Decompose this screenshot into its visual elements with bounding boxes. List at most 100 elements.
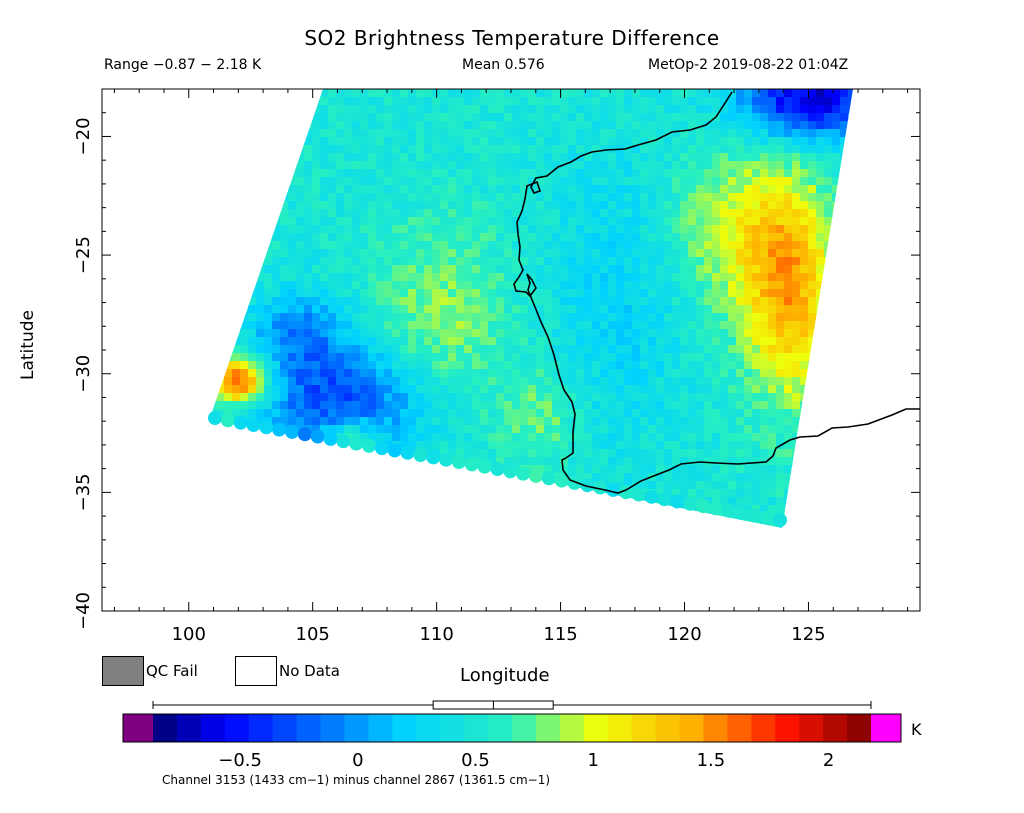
swath-pixel: [536, 289, 545, 298]
swath-pixel: [632, 113, 641, 122]
swath-pixel: [504, 209, 513, 218]
swath-pixel: [416, 249, 425, 258]
swath-pixel: [224, 289, 233, 298]
swath-pixel: [496, 345, 505, 354]
swath-pixel: [272, 377, 281, 386]
swath-pixel: [560, 329, 569, 338]
swath-pixel: [656, 521, 665, 528]
swath-pixel: [544, 185, 553, 194]
swath-pixel: [248, 433, 257, 442]
swath-pixel: [656, 97, 665, 106]
swath-pixel: [648, 265, 657, 274]
swath-pixel: [464, 361, 473, 370]
swath-pixel: [320, 121, 329, 130]
swath-pixel: [600, 457, 609, 466]
swath-pixel: [776, 89, 785, 98]
swath-pixel: [560, 497, 569, 506]
swath-pixel: [840, 305, 849, 314]
swath-pixel: [760, 425, 769, 434]
swath-pixel: [720, 209, 729, 218]
swath-pixel: [832, 329, 841, 338]
swath-pixel: [688, 433, 697, 442]
swath-pixel: [480, 385, 489, 394]
swath-pixel: [296, 529, 305, 538]
swath-pixel: [552, 377, 561, 386]
swath-pixel: [800, 409, 809, 418]
swath-pixel: [552, 297, 561, 306]
swath-pixel: [416, 129, 425, 138]
swath-pixel: [224, 377, 233, 386]
swath-pixel: [472, 129, 481, 138]
swath-pixel: [488, 129, 497, 138]
swath-pixel: [256, 265, 265, 274]
swath-pixel: [624, 457, 633, 466]
swath-pixel: [520, 169, 529, 178]
swath-pixel: [784, 497, 793, 506]
swath-pixel: [704, 273, 713, 282]
swath-pixel: [680, 481, 689, 490]
swath-pixel: [456, 193, 465, 202]
swath-pixel: [832, 441, 841, 450]
swath-pixel: [392, 337, 401, 346]
swath-pixel: [272, 513, 281, 522]
swath-pixel: [544, 89, 553, 98]
swath-pixel: [264, 305, 273, 314]
swath-pixel: [320, 361, 329, 370]
swath-pixel: [736, 521, 745, 528]
swath-pixel: [248, 297, 257, 306]
swath-pixel: [400, 169, 409, 178]
swath-pixel: [720, 521, 729, 528]
swath-pixel: [360, 345, 369, 354]
swath-pixel: [776, 321, 785, 330]
swath-pixel: [320, 193, 329, 202]
swath-pixel: [520, 121, 529, 130]
swath-pixel: [840, 265, 849, 274]
swath-pixel: [352, 225, 361, 234]
swath-pixel: [664, 137, 673, 146]
swath-pixel: [752, 489, 761, 498]
swath-pixel: [600, 113, 609, 122]
swath-pixel: [536, 385, 545, 394]
swath-pixel: [760, 337, 769, 346]
swath-pixel: [360, 385, 369, 394]
swath-pixel: [352, 313, 361, 322]
swath-pixel: [600, 281, 609, 290]
swath-pixel: [704, 209, 713, 218]
swath-pixel: [264, 169, 273, 178]
swath-pixel: [712, 153, 721, 162]
swath-pixel: [792, 401, 801, 410]
swath-pixel: [336, 129, 345, 138]
swath-pixel: [824, 457, 833, 466]
swath-pixel: [368, 153, 377, 162]
swath-pixel: [248, 209, 257, 218]
swath-pixel: [680, 249, 689, 258]
swath-pixel: [568, 521, 577, 528]
swath-pixel: [272, 273, 281, 282]
swath-pixel: [832, 177, 841, 186]
swath-pixel: [552, 521, 561, 528]
swath-pixel: [440, 505, 449, 514]
swath-edge-pixel: [297, 427, 312, 442]
swath-pixel: [624, 193, 633, 202]
swath-pixel: [536, 121, 545, 130]
swath-pixel: [656, 209, 665, 218]
swath-pixel: [640, 225, 649, 234]
swath-pixel: [544, 233, 553, 242]
swath-edge-pixel: [439, 452, 454, 467]
swath-pixel: [816, 233, 825, 242]
swath-pixel: [808, 505, 817, 514]
swath-pixel: [320, 401, 329, 410]
swath-pixel: [216, 529, 225, 538]
swath-pixel: [328, 377, 337, 386]
swath-pixel: [592, 97, 601, 106]
swath-pixel: [608, 337, 617, 346]
swath-pixel: [672, 193, 681, 202]
swath-pixel: [288, 353, 297, 362]
swath-pixel: [211, 225, 217, 234]
swath-pixel: [648, 209, 657, 218]
swath-pixel: [808, 233, 817, 242]
swath-pixel: [376, 257, 385, 266]
swath-pixel: [328, 209, 337, 218]
swath-pixel: [704, 161, 713, 170]
colorbar-tick-label: 2: [822, 750, 835, 771]
